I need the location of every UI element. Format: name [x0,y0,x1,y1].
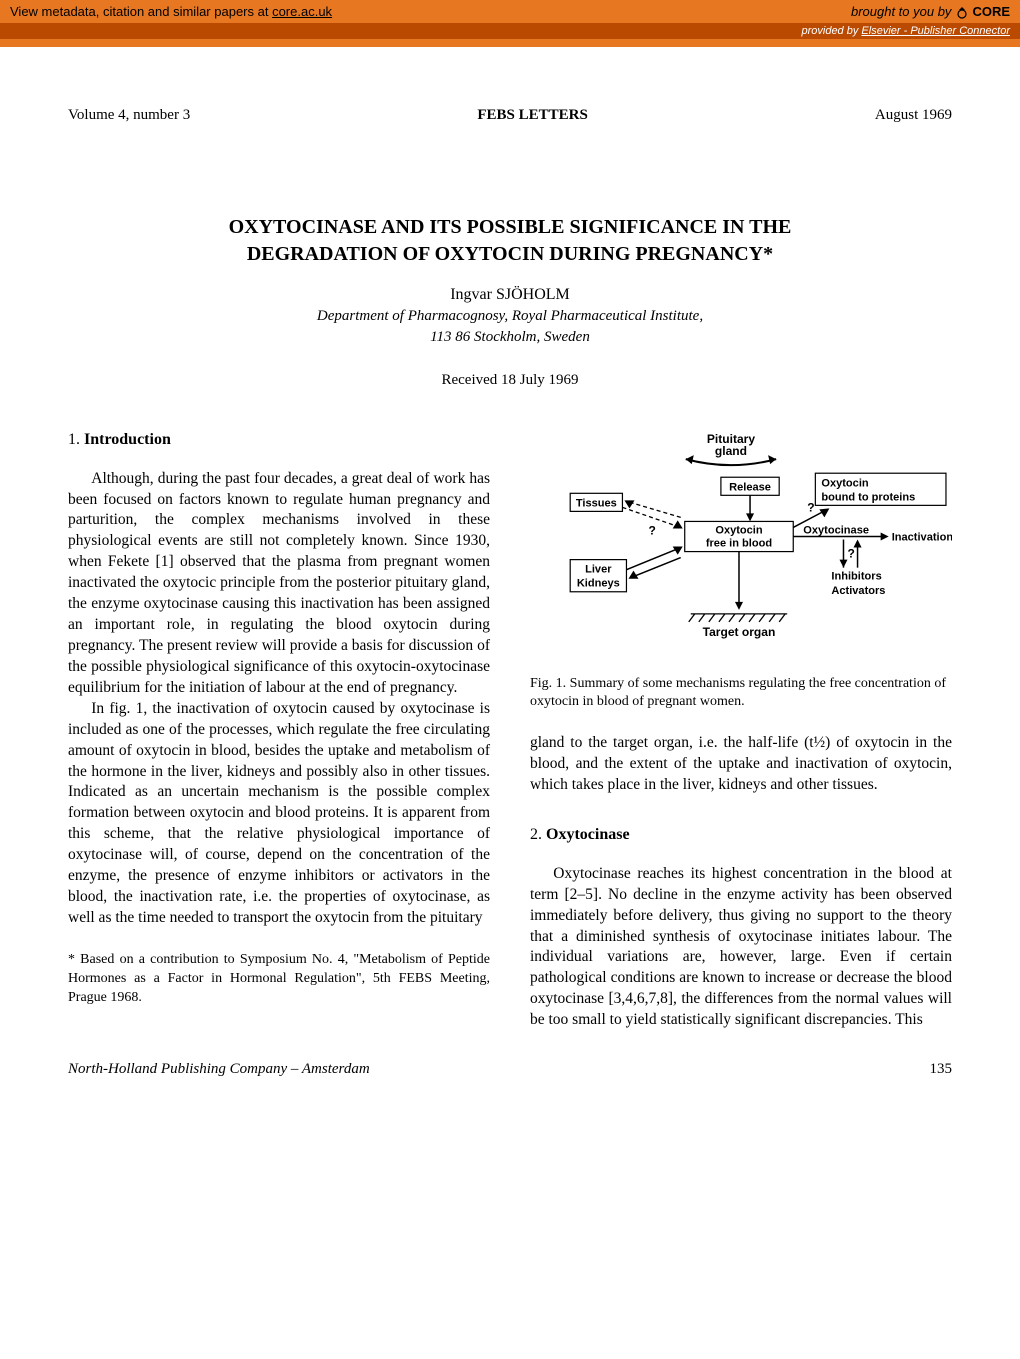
svg-text:Oxytocin: Oxytocin [821,477,869,489]
svg-text:Inhibitors: Inhibitors [831,571,881,583]
s1-para2: In fig. 1, the inactivation of oxytocin … [68,699,490,929]
metadata-bar: View metadata, citation and similar pape… [0,0,1020,23]
running-right: August 1969 [875,107,952,124]
core-logo[interactable]: CORE [955,4,1010,19]
metadata-prefix: View metadata, citation and similar pape… [10,4,272,19]
svg-text:gland: gland [715,444,747,458]
section-2-head: 2. Oxytocinase [530,824,952,846]
title-line1: OXYTOCINASE AND ITS POSSIBLE SIGNIFICANC… [229,216,792,238]
section-1-label: Introduction [84,431,171,448]
provider-bar: provided by Elsevier - Publisher Connect… [0,23,1020,39]
svg-text:Activators: Activators [831,585,885,597]
provider-link[interactable]: Elsevier - Publisher Connector [861,25,1010,37]
s1-para1: Although, during the past four decades, … [68,469,490,699]
core-icon [955,5,969,19]
article-title: OXYTOCINASE AND ITS POSSIBLE SIGNIFICANC… [68,214,952,268]
page-footer: North-Holland Publishing Company – Amste… [68,1061,952,1078]
svg-text:?: ? [848,547,855,561]
s2-para1: Oxytocinase reaches its highest concentr… [530,864,952,1031]
author: Ingvar SJÖHOLM [68,286,952,304]
title-line2: DEGRADATION OF OXYTOCIN DURING PREGNANCY… [247,243,773,265]
page-content: Volume 4, number 3 FEBS LETTERS August 1… [0,47,1020,1108]
rcol-cont: gland to the target organ, i.e. the half… [530,733,952,796]
svg-text:Oxytocinase: Oxytocinase [803,524,869,536]
accent-strip [0,39,1020,47]
section-1-head: 1. Introduction [68,429,490,451]
svg-text:Kidneys: Kidneys [577,578,620,590]
svg-text:free in blood: free in blood [706,538,773,550]
running-head: Volume 4, number 3 FEBS LETTERS August 1… [68,107,952,124]
svg-text:Target organ: Target organ [703,625,776,639]
metadata-text: View metadata, citation and similar pape… [10,4,332,19]
svg-text:Tissues: Tissues [576,497,617,509]
affil-line1: Department of Pharmacognosy, Royal Pharm… [317,308,703,324]
section-1-num: 1. [68,431,80,448]
provider-prefix: provided by [801,25,861,37]
svg-text:Oxytocin: Oxytocin [715,524,763,536]
figure-1: Pituitary gland Release Oxytocin bound t… [530,429,952,711]
section-2-num: 2. [530,826,542,843]
two-column-layout: 1. Introduction Although, during the pas… [68,429,952,1031]
page-number: 135 [930,1061,953,1078]
brought-prefix: brought to you by [851,4,951,19]
received-date: Received 18 July 1969 [68,372,952,389]
title-block: OXYTOCINASE AND ITS POSSIBLE SIGNIFICANC… [68,214,952,389]
section-2-label: Oxytocinase [546,826,630,843]
figure-1-caption: Fig. 1. Summary of some mechanisms regul… [530,675,952,711]
right-column: Pituitary gland Release Oxytocin bound t… [530,429,952,1031]
running-left: Volume 4, number 3 [68,107,190,124]
core-link[interactable]: core.ac.uk [272,4,332,19]
affiliation: Department of Pharmacognosy, Royal Pharm… [68,306,952,348]
figure-1-svg: Pituitary gland Release Oxytocin bound t… [530,429,952,660]
running-center: FEBS LETTERS [477,107,587,124]
svg-text:Liver: Liver [585,564,612,576]
svg-text:Inactivation: Inactivation [892,532,952,544]
brought-by: brought to you by CORE [851,4,1010,19]
publisher-line: North-Holland Publishing Company – Amste… [68,1061,370,1078]
affil-line2: 113 86 Stockholm, Sweden [430,329,590,345]
svg-text:Release: Release [729,481,771,493]
left-column: 1. Introduction Although, during the pas… [68,429,490,1031]
svg-text:?: ? [649,523,656,537]
core-label: CORE [972,4,1010,19]
svg-text:bound to proteins: bound to proteins [821,491,915,503]
svg-text:?: ? [807,500,814,514]
footnote: * Based on a contribution to Symposium N… [68,951,490,1008]
